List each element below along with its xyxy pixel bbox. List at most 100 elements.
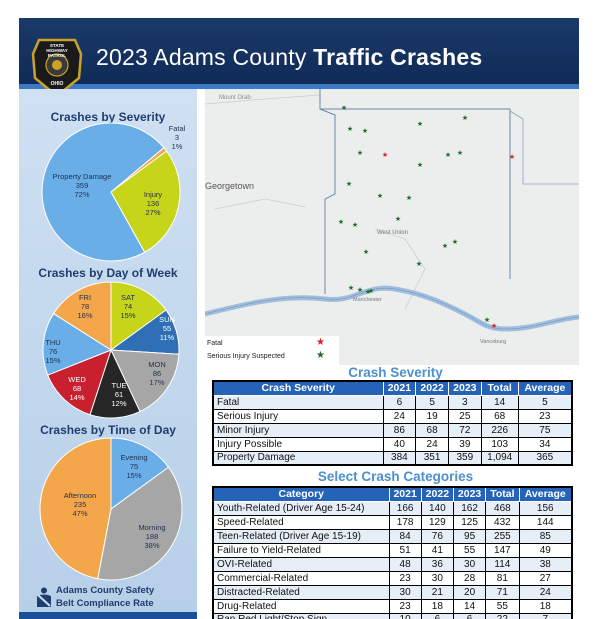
slice-label-label: Injury [144, 190, 163, 199]
belt-line-1: Adams County Safety [56, 585, 155, 596]
pie-slice [52, 281, 112, 351]
table-cell: 36 [420, 556, 454, 572]
column-header: 2023 [447, 380, 482, 396]
table-cell: 226 [480, 422, 519, 438]
fatal-star-icon: ★ [382, 151, 388, 159]
table-cell: 5 [415, 394, 449, 410]
table-cell: 55 [485, 598, 520, 614]
slice-count-label: 3 [175, 133, 179, 142]
map-road [205, 94, 321, 105]
table-cell: 27 [518, 570, 573, 586]
table-cell: 359 [447, 450, 482, 466]
serious-injury-star-icon: ★ [365, 288, 371, 296]
slice-label-label: Morning [138, 523, 165, 532]
pie-slice [97, 466, 183, 581]
table-header-row: Crash Severity 2021 2022 2023 Total Average [212, 380, 573, 396]
serious-injury-star-icon: ★ [357, 286, 363, 294]
serious-injury-star-icon: ★ [341, 104, 347, 112]
table-cell: 81 [485, 570, 520, 586]
slice-count-label: 359 [76, 181, 89, 190]
slice-label-label: Evening [120, 453, 147, 462]
table-cell: 30 [420, 570, 454, 586]
time-pie-title: Crashes by Time of Day [40, 423, 176, 437]
place-georgetown: Georgetown [205, 181, 254, 191]
serious-injury-star-icon: ★ [316, 350, 325, 361]
county-boundary [320, 108, 511, 279]
table-cell: 5 [517, 394, 573, 410]
table-cell: 255 [485, 528, 520, 544]
serious-injury-star-icon: ★ [346, 180, 352, 188]
table-cell: 72 [447, 422, 482, 438]
row-label: Injury Possible [212, 436, 384, 452]
categories-table: Category 2021 2022 2023 Total Average Youth-R… [212, 486, 573, 619]
table-row: OVI-Related 48 36 30 114 38 [212, 556, 573, 572]
table-cell: 49 [518, 542, 573, 558]
table-cell: 14 [452, 598, 487, 614]
slice-pct-label: 16% [77, 311, 92, 320]
serious-injury-star-icon: ★ [442, 242, 448, 250]
crash-map: Mount Orab Georgetown West Union Manches… [205, 89, 579, 365]
table-cell: 1,094 [480, 450, 519, 466]
table-cell: 40 [382, 436, 417, 452]
slice-pct-label: 38% [144, 541, 159, 550]
state-boundary [205, 287, 579, 330]
pie-slice [110, 349, 180, 413]
fatal-star-icon: ★ [491, 322, 497, 330]
table-row: Fatal 6 5 3 14 5 [212, 394, 573, 410]
day-pie-title: Crashes by Day of Week [38, 266, 178, 280]
legend-serious-label: Serious Injury Suspected [207, 353, 285, 360]
column-header: Total [480, 380, 519, 396]
serious-injury-star-icon: ★ [348, 284, 354, 292]
table-row: Drug-Related 23 18 14 55 18 [212, 598, 573, 614]
slice-pct-label: 15% [45, 356, 60, 365]
table-cell: 86 [382, 422, 417, 438]
table-row: Teen-Related (Driver Age 15-19) 84 76 95 255… [212, 528, 573, 544]
table-cell: 76 [420, 528, 454, 544]
table-cell: 41 [420, 542, 454, 558]
slice-pct-label: 47% [72, 509, 87, 518]
table-cell: 10 [388, 612, 422, 619]
serious-injury-star-icon: ★ [452, 238, 458, 246]
table-cell: 23 [517, 408, 573, 424]
slice-label-label: SAT [121, 293, 135, 302]
fatal-star-icon: ★ [509, 153, 515, 161]
table-cell: 23 [388, 570, 422, 586]
table-cell: 21 [420, 584, 454, 600]
slice-pct-label: 14% [69, 393, 84, 402]
table-cell: 6 [382, 394, 417, 410]
table-cell: 25 [447, 408, 482, 424]
table-cell: 166 [388, 500, 422, 516]
county-boundary [509, 110, 579, 185]
table-row: Youth-Related (Driver Age 15-24) 166 140 16… [212, 500, 573, 516]
table-cell: 84 [388, 528, 422, 544]
table-cell: 365 [517, 450, 573, 466]
row-label: Serious Injury [212, 408, 384, 424]
table-cell: 468 [485, 500, 520, 516]
badge-line-3: PATROL [48, 53, 66, 58]
table-row: Minor Injury 86 68 72 226 75 [212, 422, 573, 438]
slice-count-label: 136 [147, 199, 160, 208]
column-header: Average [518, 486, 573, 502]
header-banner [19, 18, 579, 86]
map-legend: Fatal ★ Serious Injury Suspected ★ [205, 336, 339, 366]
pie-slice [42, 312, 113, 376]
table-header-row: Category 2021 2022 2023 Total Average [212, 486, 573, 502]
table-cell: 144 [518, 514, 573, 530]
table-cell: 48 [388, 556, 422, 572]
table-cell: 178 [388, 514, 422, 530]
categories-table-title: Select Crash Categories [317, 469, 474, 484]
table-cell: 7 [518, 612, 573, 619]
row-label: Property Damage [212, 450, 384, 466]
table-cell: 85 [518, 528, 573, 544]
column-header: 2021 [382, 380, 417, 396]
table-cell: 68 [480, 408, 519, 424]
slice-pct-label: 27% [145, 208, 160, 217]
table-cell: 30 [388, 584, 422, 600]
table-cell: 55 [452, 542, 487, 558]
row-label: Failure to Yield-Related [212, 542, 390, 558]
serious-injury-star-icon: ★ [417, 120, 423, 128]
table-cell: 75 [517, 422, 573, 438]
slice-count-label: 68 [73, 384, 81, 393]
slice-count-label: 188 [146, 532, 159, 541]
